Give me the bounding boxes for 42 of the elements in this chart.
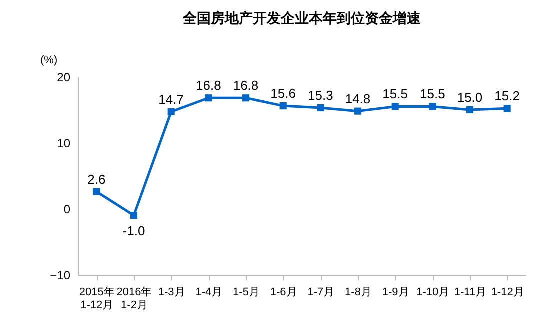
x-tick-label: 1-6月 [270,286,298,298]
x-tick-label: 1-7月 [308,286,335,298]
point [354,108,362,115]
y-tick-label: −10 [50,268,71,282]
data-label: 2.6 [88,172,106,187]
point [242,94,250,102]
point [429,103,436,110]
x-tick-label: 1-8月 [345,286,372,298]
x-tick-label: 1-4月 [196,286,223,298]
y-tick-label: 0 [64,202,71,216]
point [392,103,399,110]
x-tick-label: 2015年 1-12月 [79,286,115,312]
point [504,105,511,112]
x-tick-label: 1-3月 [158,286,186,298]
point [93,188,100,196]
data-label: 15.5 [382,86,408,102]
data-label: 15.5 [420,86,446,102]
data-label: 14.7 [158,92,184,107]
point [205,94,212,102]
x-tick-label: 1-10月 [416,286,450,298]
data-label: 15.6 [270,86,296,102]
x-tick-label: 1-12月 [491,286,524,298]
point [280,102,287,110]
x-tick-label: 1-9月 [382,286,410,298]
data-label: 14.8 [345,91,371,106]
x-tick-label: 1-11月 [454,286,487,298]
y-axis-title: (%) [40,54,58,66]
data-label: 16.8 [196,78,222,94]
data-label: -1.0 [122,224,146,239]
point [466,106,474,114]
x-tick-label: 2016年 1-2月 [116,286,152,312]
data-label: 15.0 [457,90,483,105]
data-label: 15.3 [308,88,334,104]
point [317,104,324,112]
data-label: 16.8 [233,78,259,94]
x-tick-label: 1-5月 [233,286,260,298]
chart-title: 全国房地产开发企业本年到位资金增速 [182,10,422,26]
y-tick-label: 20 [57,70,71,84]
y-tick-label: 10 [57,136,71,150]
data-label: 15.2 [494,88,520,104]
point [168,108,175,116]
point [130,212,138,220]
